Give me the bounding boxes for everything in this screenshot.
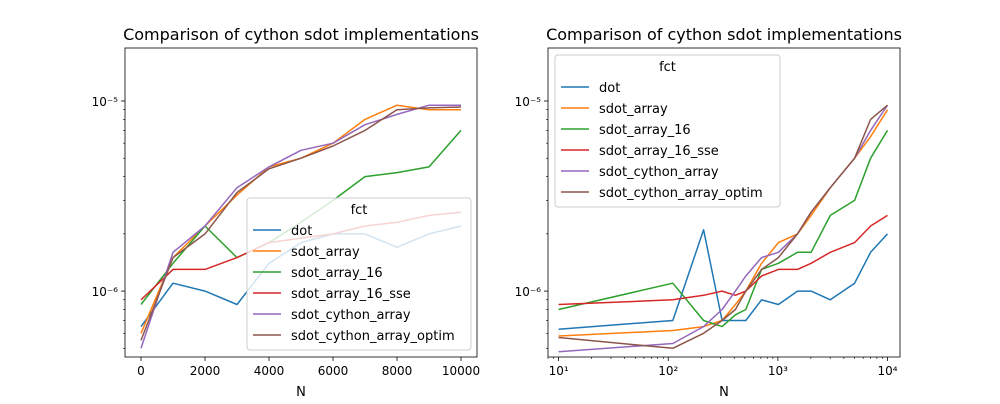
y-tick-label: 10⁻⁶ — [92, 285, 119, 299]
legend-label: dot — [291, 224, 312, 239]
x-axis-label: N — [296, 385, 306, 400]
series-line-sdot-cython-array-optim — [558, 104, 888, 350]
legend-label: sdot_array_16_sse — [291, 287, 411, 302]
legend-label: sdot_cython_array — [599, 165, 719, 180]
x-tick-label: 10000 — [442, 364, 480, 378]
legend-label: sdot_cython_array_optim — [599, 186, 763, 201]
legend: fct dot sdot_array sdot_array_16 sdot_array_… — [246, 197, 472, 351]
legend-box — [246, 197, 472, 351]
x-tick-label: 4000 — [254, 364, 285, 378]
legend-box — [554, 54, 781, 208]
chart-panel-2: Comparison of cython sdot implementation… — [515, 25, 902, 400]
x-tick-label: 0 — [137, 364, 145, 378]
x-tick-label: 8000 — [382, 364, 413, 378]
series-line-sdot-array-16 — [558, 130, 889, 328]
series-line-dot — [558, 229, 889, 330]
legend-label: sdot_array — [291, 245, 360, 260]
legend-label: sdot_cython_array_optim — [291, 329, 455, 344]
legend-label: sdot_cython_array — [291, 308, 411, 323]
legend-label: sdot_array — [599, 102, 668, 117]
legend-label: sdot_array_16 — [291, 266, 383, 281]
series-line-sdot-cython-array — [140, 104, 461, 349]
legend-title: fct — [659, 60, 676, 75]
series-line-sdot-cython-array-optim — [140, 106, 462, 341]
x-tick-label: 6000 — [318, 364, 349, 378]
axes-frame — [124, 47, 478, 358]
axes-frame — [547, 47, 901, 358]
chart-panel-1: Comparison of cython sdot implementation… — [92, 25, 481, 400]
chart-title: Comparison of cython sdot implementation… — [546, 25, 902, 44]
legend-label: sdot_array_16 — [599, 123, 691, 138]
x-axis-label: N — [719, 385, 729, 400]
chart-title: Comparison of cython sdot implementation… — [123, 25, 479, 44]
x-tick-label: 10³ — [768, 364, 788, 378]
x-tick-label: 10¹ — [549, 364, 569, 378]
legend-label: sdot_array_16_sse — [599, 144, 719, 159]
y-tick-label: 10⁻⁵ — [92, 95, 119, 109]
legend-label: dot — [599, 81, 620, 96]
y-tick-label: 10⁻⁶ — [515, 285, 542, 299]
x-tick-label: 10⁴ — [877, 364, 897, 378]
x-tick-label: 2000 — [190, 364, 221, 378]
x-tick-label: 10² — [658, 364, 678, 378]
legend-title: fct — [351, 203, 368, 218]
y-tick-label: 10⁻⁵ — [515, 95, 542, 109]
series-line-sdot-array-16-sse — [558, 214, 888, 306]
legend: fct dot sdot_array sdot_array_16 sdot_array_… — [554, 54, 781, 208]
